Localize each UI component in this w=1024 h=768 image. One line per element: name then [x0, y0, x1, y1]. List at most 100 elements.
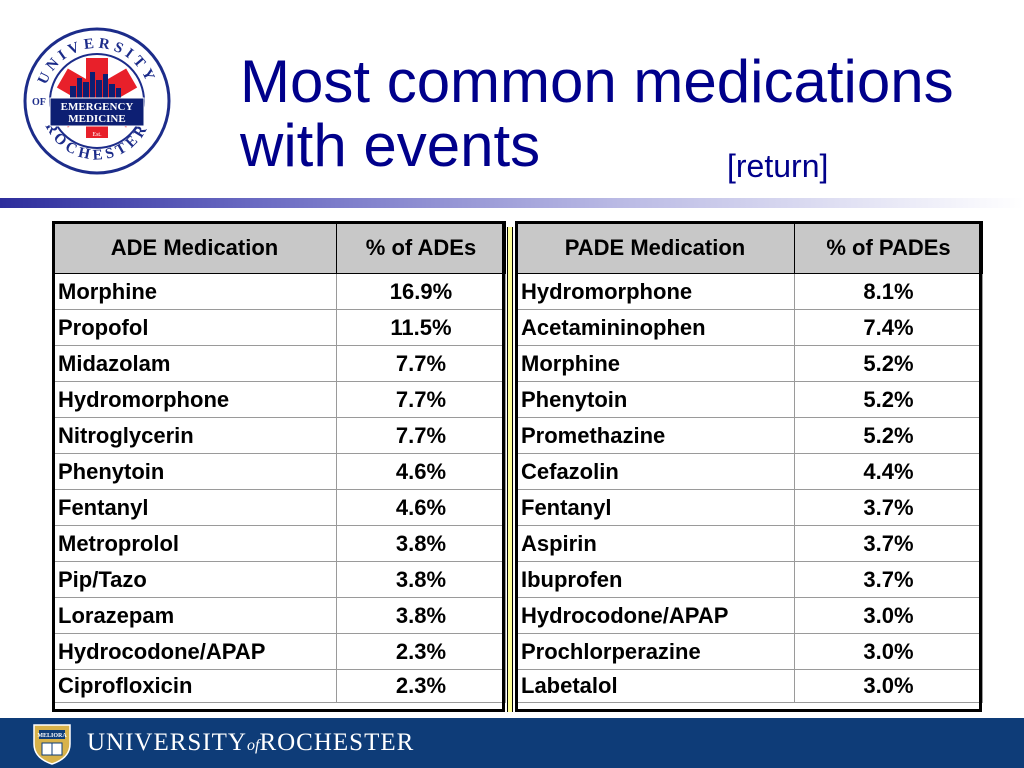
ade-percent-cell: 4.6% — [336, 453, 506, 490]
pade-percent-cell: 3.0% — [794, 633, 983, 670]
wordmark-university: UNIVERSITY — [87, 729, 247, 756]
table-row: Hydrocodone/APAP 3.0% — [515, 597, 983, 634]
wordmark-rochester: ROCHESTER — [259, 729, 415, 756]
pade-percent-cell: 5.2% — [794, 345, 983, 382]
ade-medication-cell: Midazolam — [52, 345, 337, 382]
pade-percent-cell: 3.7% — [794, 561, 983, 598]
ade-percent-cell: 11.5% — [336, 309, 506, 346]
pade-medication-cell: Ibuprofen — [515, 561, 795, 598]
table-row: Aspirin 3.7% — [515, 525, 983, 562]
table-header-row: ADE Medication % of ADEs — [52, 221, 506, 274]
pade-medication-cell: Fentanyl — [515, 489, 795, 526]
logo-year-text: 1994 — [91, 140, 103, 146]
pade-percent-cell: 5.2% — [794, 381, 983, 418]
ade-percent-cell: 7.7% — [336, 417, 506, 454]
logo-emergency-text: EMERGENCY — [61, 101, 134, 113]
pade-table: PADE Medication % of PADEs Hydromorphone… — [515, 221, 983, 703]
pade-medication-cell: Hydrocodone/APAP — [515, 597, 795, 634]
university-seal-icon: MELIORA — [33, 724, 71, 765]
ade-percent-cell: 3.8% — [336, 525, 506, 562]
table-row: Lorazepam 3.8% — [52, 597, 506, 634]
pade-percent-cell: 3.0% — [794, 597, 983, 634]
table-row: Hydromorphone 7.7% — [52, 381, 506, 418]
slide-title: Most common medications with events — [240, 50, 954, 178]
pade-medication-cell: Morphine — [515, 345, 795, 382]
table-row: Ibuprofen 3.7% — [515, 561, 983, 598]
ade-percent-cell: 3.8% — [336, 561, 506, 598]
ade-medication-cell: Hydrocodone/APAP — [52, 633, 337, 670]
ade-percent-cell: 4.6% — [336, 489, 506, 526]
table-row: Nitroglycerin 7.7% — [52, 417, 506, 454]
title-divider — [0, 198, 1024, 208]
pade-medication-header: PADE Medication — [515, 221, 795, 274]
ade-medication-cell: Lorazepam — [52, 597, 337, 634]
ade-medication-cell: Ciprofloxicin — [52, 669, 337, 703]
table-row: Morphine 16.9% — [52, 273, 506, 310]
table-row: Morphine 5.2% — [515, 345, 983, 382]
pade-medication-cell: Prochlorperazine — [515, 633, 795, 670]
pade-percent-cell: 8.1% — [794, 273, 983, 310]
pade-medication-cell: Cefazolin — [515, 453, 795, 490]
table-row: Ciprofloxicin 2.3% — [52, 669, 506, 703]
pade-percent-cell: 3.0% — [794, 669, 983, 703]
footer-bar — [0, 718, 1024, 768]
title-line-1: Most common medications — [240, 48, 954, 115]
ade-percent-cell: 2.3% — [336, 633, 506, 670]
pade-percent-cell: 7.4% — [794, 309, 983, 346]
pade-percent-cell: 5.2% — [794, 417, 983, 454]
ade-medication-cell: Metroprolol — [52, 525, 337, 562]
pade-medication-cell: Promethazine — [515, 417, 795, 454]
seal-motto-text: MELIORA — [37, 733, 67, 739]
table-row: Hydromorphone 8.1% — [515, 273, 983, 310]
ade-medication-cell: Hydromorphone — [52, 381, 337, 418]
city-skyline-icon — [70, 72, 121, 102]
ade-medication-cell: Fentanyl — [52, 489, 337, 526]
table-row: Acetamininophen 7.4% — [515, 309, 983, 346]
pade-percent-cell: 4.4% — [794, 453, 983, 490]
ade-percent-cell: 7.7% — [336, 345, 506, 382]
logo-medicine-text: MEDICINE — [68, 113, 125, 125]
ade-medication-header: ADE Medication — [52, 221, 337, 274]
ade-percent-cell: 3.8% — [336, 597, 506, 634]
table-row: Metroprolol 3.8% — [52, 525, 506, 562]
table-row: Fentanyl 4.6% — [52, 489, 506, 526]
emergency-medicine-logo: UNIVERSITY ROCHESTER OF EMERGENCY MEDICI… — [23, 27, 171, 175]
ade-medication-cell: Morphine — [52, 273, 337, 310]
ade-percent-header: % of ADEs — [336, 221, 506, 274]
table-row: Pip/Tazo 3.8% — [52, 561, 506, 598]
title-line-2: with events — [240, 112, 541, 179]
table-row: Midazolam 7.7% — [52, 345, 506, 382]
ade-medication-cell: Propofol — [52, 309, 337, 346]
table-row: Hydrocodone/APAP 2.3% — [52, 633, 506, 670]
ade-percent-cell: 16.9% — [336, 273, 506, 310]
table-row: Propofol 11.5% — [52, 309, 506, 346]
pade-medication-cell: Labetalol — [515, 669, 795, 703]
table-row: Cefazolin 4.4% — [515, 453, 983, 490]
pade-percent-header: % of PADEs — [794, 221, 983, 274]
pade-percent-cell: 3.7% — [794, 525, 983, 562]
university-wordmark: UNIVERSITYofROCHESTER — [87, 729, 414, 757]
table-row: Fentanyl 3.7% — [515, 489, 983, 526]
ade-percent-cell: 7.7% — [336, 381, 506, 418]
table-separator — [507, 227, 513, 712]
ade-table: ADE Medication % of ADEs Morphine 16.9% P… — [52, 221, 506, 703]
table-row: Labetalol 3.0% — [515, 669, 983, 703]
ade-medication-cell: Nitroglycerin — [52, 417, 337, 454]
pade-medication-cell: Acetamininophen — [515, 309, 795, 346]
ade-medication-cell: Pip/Tazo — [52, 561, 337, 598]
logo-of-text: OF — [32, 97, 46, 108]
logo-est-text: Est. — [92, 132, 102, 138]
pade-medication-cell: Phenytoin — [515, 381, 795, 418]
ade-percent-cell: 2.3% — [336, 669, 506, 703]
table-header-row: PADE Medication % of PADEs — [515, 221, 983, 274]
ade-medication-cell: Phenytoin — [52, 453, 337, 490]
pade-medication-cell: Hydromorphone — [515, 273, 795, 310]
table-row: Phenytoin 5.2% — [515, 381, 983, 418]
table-row: Phenytoin 4.6% — [52, 453, 506, 490]
table-row: Promethazine 5.2% — [515, 417, 983, 454]
return-link[interactable]: [return] — [727, 148, 829, 184]
table-row: Prochlorperazine 3.0% — [515, 633, 983, 670]
wordmark-of: of — [247, 737, 260, 754]
pade-medication-cell: Aspirin — [515, 525, 795, 562]
pade-percent-cell: 3.7% — [794, 489, 983, 526]
